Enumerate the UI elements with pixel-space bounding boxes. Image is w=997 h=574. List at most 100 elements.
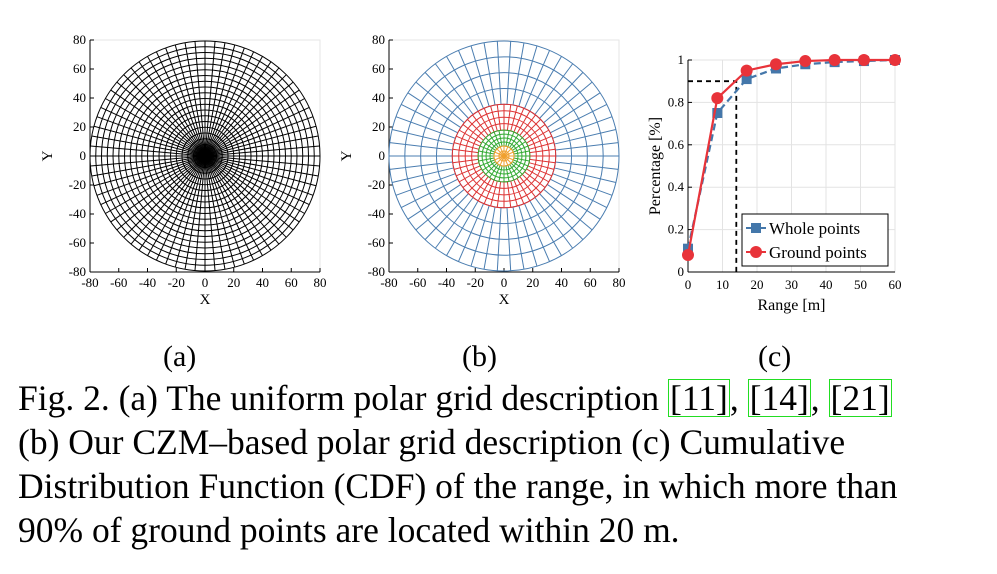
figure-caption: Fig. 2. (a) The uniform polar grid descr… — [18, 376, 954, 552]
panel-b-y-tick-label: -60 — [368, 235, 385, 250]
panel-a-grid-sector — [204, 155, 317, 187]
panel-a-grid-sector — [204, 74, 287, 157]
caption-line-1: Fig. 2. (a) The uniform polar grid descr… — [18, 378, 892, 418]
panel-b-zone-3-sector — [527, 165, 553, 177]
panel-b-zone-4-sector — [524, 203, 551, 262]
panel-c-y-tick-label: 0 — [678, 264, 685, 279]
panel-b-zone-4-sector — [552, 173, 613, 196]
panel-a-grid-sector — [123, 155, 206, 238]
panel-b-zone-2-sector — [479, 159, 495, 167]
panel-a-grid-sector — [204, 155, 287, 238]
panel-b-y-tick-label: -40 — [368, 206, 385, 221]
panel-a-x-axis-label: X — [200, 292, 211, 308]
panel-a-grid-sector — [204, 155, 263, 256]
panel-b-zone-3-sector — [490, 105, 498, 132]
panel-a-grid-sector — [90, 155, 206, 167]
data-point-circle — [769, 58, 782, 71]
panel-a-y-tick-label: -20 — [69, 177, 86, 192]
panel-b-zone-3-sector — [455, 165, 481, 177]
panel-a-grid-sector — [116, 81, 206, 157]
panel-b-zone-3-sector — [506, 104, 512, 131]
panel-a-x-tick-label: 80 — [314, 275, 327, 290]
panel-b-zone-3-sector — [526, 168, 550, 183]
panel-b-y-tick-label: 60 — [372, 61, 385, 76]
panel-b-zone-3-sector — [453, 142, 480, 150]
panel-a-grid-sector — [90, 145, 206, 157]
panel-b-zone-4-sector — [552, 116, 613, 139]
panel-b-zone-4-sector — [506, 207, 512, 271]
panel-b-x-tick-label: -80 — [380, 275, 397, 290]
caption-line-3: Distribution Function (CDF) of the range… — [18, 466, 898, 506]
panel-b-zone-4-sector — [389, 142, 453, 151]
panel-b-zone-4-sector — [534, 63, 574, 115]
citation-11[interactable]: [11] — [668, 378, 730, 418]
panel-b-zone-3-sector — [467, 173, 487, 193]
panel-b-y-axis-label: Y — [339, 150, 355, 161]
panel-b-zone-2-sector — [505, 130, 510, 147]
panel-b-zone-3-sector — [462, 124, 484, 141]
panel-b-zone-2-sector — [513, 145, 529, 153]
panel-a-grid-sector — [93, 155, 206, 187]
data-point-square — [712, 108, 723, 118]
panel-a-y-tick-label: 60 — [73, 61, 86, 76]
panel-a-x-tick-label: 0 — [202, 275, 209, 290]
panel-b-zone-4-sector — [434, 197, 474, 249]
panel-a-y-tick-label: 80 — [73, 32, 86, 47]
panel-b-zone-3-sector — [510, 180, 518, 207]
panel-b-zone-2-sector — [485, 137, 498, 150]
panel-b-zone-3-sector — [477, 110, 492, 134]
panel-b-zone-4-sector — [534, 197, 574, 249]
panel-a-grid-sector — [105, 98, 206, 157]
figure-panels: -80 -60 -40 -20 0 20 40 60 80806040200-20-40-60-… — [40, 32, 902, 314]
panel-b-zone-2-sector — [509, 134, 519, 148]
caption-line-4: 90% of ground points are located within … — [18, 510, 680, 550]
panel-b-zone-4-sector — [401, 178, 458, 209]
panel-b-x-tick-label: 60 — [584, 275, 597, 290]
panel-a-grid-sector — [204, 125, 317, 157]
panel-b-zone-2-sector — [510, 162, 523, 175]
panel-b-zone-3-sector — [510, 105, 518, 132]
panel-b-zone-4-sector — [496, 207, 502, 271]
panel-a-grid-sector — [204, 61, 272, 157]
panel-a-grid-sector — [174, 44, 206, 157]
panel-b-zone-1-sector — [494, 155, 505, 161]
panel-b-zone-1-sector — [503, 155, 509, 166]
panel-b-x-tick-label: 20 — [526, 275, 539, 290]
panel-b-zone-3-sector — [528, 162, 555, 170]
panel-a-grid-sector — [204, 155, 216, 271]
panel-b-zone-4-sector — [395, 116, 456, 139]
panel-b-zone-4-sector — [424, 72, 469, 119]
panel-b-zone-3-sector — [524, 171, 546, 188]
panel-b-y-tick-label: 40 — [372, 90, 385, 105]
panel-b-zone-4-sector — [446, 200, 479, 256]
panel-b-zone-2-sector — [498, 130, 503, 147]
panel-c-x-tick-label: 60 — [889, 277, 902, 292]
panel-a-grid-sector — [130, 67, 206, 157]
data-point-circle — [857, 54, 870, 66]
panel-b-zone-2-sector — [489, 164, 499, 178]
panel-a-polar-grid: -80 -60 -40 -20 0 20 40 60 80806040200-20-40-60-… — [40, 32, 327, 308]
panel-a-grid-sector — [204, 155, 300, 223]
panel-b-zone-3-sector — [496, 181, 502, 208]
citation-21[interactable]: [21] — [828, 378, 892, 418]
panel-a-grid-sector — [96, 155, 206, 196]
panel-b-zone-2-sector — [510, 137, 523, 150]
panel-b-zone-4-sector — [555, 142, 619, 151]
panel-b-zone-3-sector — [521, 173, 541, 193]
panel-b-zone-3-sector — [526, 129, 550, 144]
legend-entry-label: Ground points — [769, 243, 867, 262]
panel-b-zone-4-sector — [539, 72, 584, 119]
panel-c-cdf-chart: 0 10 20 30 40 50 60 0 0.2 0.4 0.6 0.8 1 Range [m] Perc… — [647, 52, 902, 314]
panel-a-grid-sector — [165, 47, 206, 157]
panel-b-zone-3-sector — [452, 158, 479, 164]
panel-b-zone-4-sector — [529, 56, 562, 112]
panel-a-x-tick-label: 40 — [256, 275, 269, 290]
citation-14[interactable]: [14] — [747, 378, 811, 418]
panel-b-zone-2-sector — [493, 131, 501, 147]
panel-b-x-tick-label: -40 — [438, 275, 455, 290]
panel-c-y-tick-label: 1 — [678, 52, 685, 67]
panel-a-grid-sector — [204, 155, 280, 245]
panel-a-grid-sector — [184, 155, 206, 270]
panel-a-grid-sector — [204, 116, 314, 157]
panel-b-zone-2-sector — [478, 150, 495, 155]
